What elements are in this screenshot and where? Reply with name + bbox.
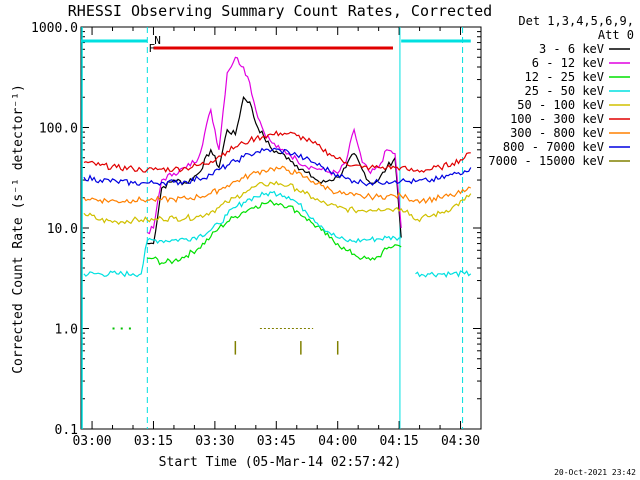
flare-flag-label: F xyxy=(149,42,156,55)
legend-label: 12 - 25 keV xyxy=(525,70,604,84)
chart-title: RHESSI Observing Summary Count Rates, Co… xyxy=(68,2,492,20)
series-3-6kev xyxy=(147,95,402,245)
series-line xyxy=(83,165,472,205)
series-100-300kev xyxy=(83,130,471,173)
series-25-50kev xyxy=(83,190,472,278)
series-line xyxy=(415,270,472,278)
series-line xyxy=(147,95,402,245)
low-rate-dot xyxy=(120,327,123,330)
series-50-100kev xyxy=(83,180,472,225)
legend-attenuator: Att 0 xyxy=(598,28,634,42)
legend-label: 7000 - 15000 keV xyxy=(488,154,604,168)
legend-label: 800 - 7000 keV xyxy=(503,140,604,154)
series-line xyxy=(83,130,471,173)
x-tick-label: 03:15 xyxy=(134,434,173,449)
series-300-800kev xyxy=(83,165,472,205)
y-tick-label: 100.0 xyxy=(39,122,78,137)
legend-label: 100 - 300 keV xyxy=(510,112,604,126)
x-tick-label: 03:30 xyxy=(195,434,234,449)
footer-timestamp: 20-Oct-2021 23:42 xyxy=(554,468,636,477)
y-tick-label: 1.0 xyxy=(55,323,78,338)
x-tick-label: 04:15 xyxy=(380,434,419,449)
legend-label: 6 - 12 keV xyxy=(532,56,604,70)
series-line xyxy=(83,180,472,225)
series-line xyxy=(83,147,472,187)
series-12-25kev xyxy=(147,199,402,266)
y-tick-label: 1000.0 xyxy=(31,21,78,36)
low-rate-dot xyxy=(112,327,115,330)
x-tick-label: 03:45 xyxy=(257,434,296,449)
y-axis-ticks: 0.1 1.0 10.0 100.0 1000.0 xyxy=(31,21,481,438)
x-tick-label: 04:30 xyxy=(441,434,480,449)
legend-label: 300 - 800 keV xyxy=(510,126,604,140)
plot-area xyxy=(80,26,482,430)
series-line xyxy=(83,190,402,278)
legend-detectors: Det 1,3,4,5,6,9, xyxy=(518,14,634,28)
series-line xyxy=(147,199,402,266)
x-tick-label: 03:00 xyxy=(72,434,111,449)
flag-bars: FN xyxy=(81,27,471,429)
low-rate-dot xyxy=(128,327,131,330)
legend-label: 50 - 100 keV xyxy=(517,98,604,112)
series-800-7000kev xyxy=(83,147,472,187)
x-axis-label: Start Time (05-Mar-14 02:57:42) xyxy=(159,455,402,470)
legend-label: 3 - 6 keV xyxy=(539,42,604,56)
legend-label: 25 - 50 keV xyxy=(525,84,604,98)
series-line xyxy=(147,56,402,235)
y-axis-label: Corrected Count Rate (s⁻¹ detector⁻¹) xyxy=(11,84,26,374)
series-6-12kev xyxy=(147,56,402,235)
y-tick-label: 10.0 xyxy=(47,222,78,237)
night-flag-label: N xyxy=(154,34,161,47)
series-lines xyxy=(83,56,472,355)
y-tick-label: 0.1 xyxy=(55,423,78,438)
x-tick-label: 04:00 xyxy=(318,434,357,449)
x-axis-ticks: 03:00 03:15 03:30 03:45 04:00 04:15 04:30 xyxy=(72,27,480,449)
